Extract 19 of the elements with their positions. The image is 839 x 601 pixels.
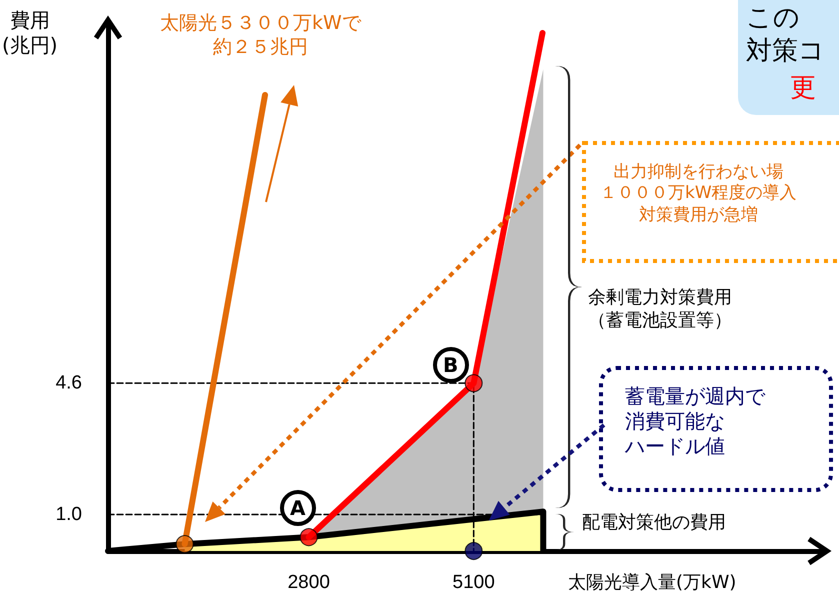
annotation: 蓄電量が週内で消費可能なハードル値 [625, 384, 765, 459]
annotation: 太陽光５３００万kWで約２５兆円 [160, 12, 361, 60]
x-tick-label: 5100 [452, 572, 495, 593]
annotation: 余剰電力対策費用（蓄電池設置等） [588, 287, 732, 332]
annotation: A [280, 490, 316, 526]
x-axis-title: 太陽光導入量(万kW) [568, 572, 736, 594]
annotation: B [432, 347, 469, 384]
y-tick-label: 4.6 [56, 372, 82, 394]
point [300, 528, 318, 546]
annotation: 更 [790, 72, 816, 104]
x-tick-label: 2800 [288, 572, 330, 593]
y-tick-label: 1.0 [56, 504, 82, 526]
point [464, 542, 483, 560]
annotation: この対策コ [746, 2, 825, 67]
point [176, 535, 194, 554]
point [464, 374, 483, 392]
y-axis-title: 費用 (兆円) [2, 8, 58, 58]
annotation: 出力抑制を行わない場１０００万kW程度の導入対策費用が急増 [600, 162, 797, 226]
annotation: 配電対策他の費用 [582, 512, 726, 534]
